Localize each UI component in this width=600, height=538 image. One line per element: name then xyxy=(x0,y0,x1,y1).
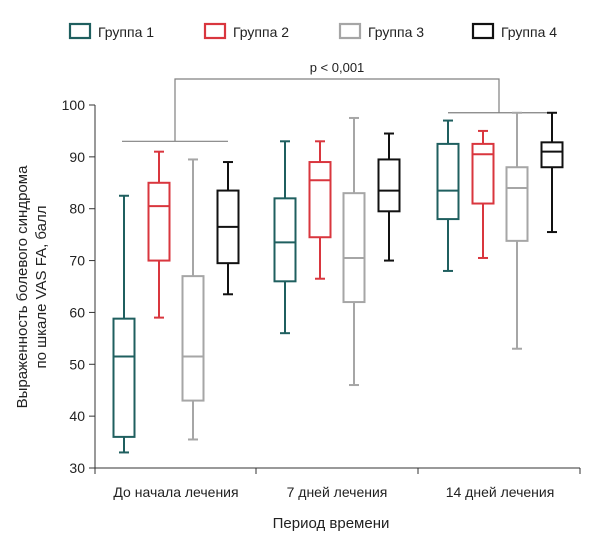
y-tick-label-50: 50 xyxy=(69,356,85,372)
legend-item-2: Группа 2 xyxy=(203,22,289,40)
legend-label: Группа 3 xyxy=(368,24,424,40)
y-tick-label-30: 30 xyxy=(69,460,85,476)
bracket-connector xyxy=(174,78,500,142)
box-body xyxy=(471,142,495,205)
legend-swatch xyxy=(68,22,92,40)
box-2-2 xyxy=(308,140,332,280)
y-tick-label-80: 80 xyxy=(69,201,85,217)
x-tick-label-0: До начала лечения xyxy=(113,484,238,500)
significance-annotation: p < 0,001 xyxy=(122,60,552,142)
y-axis-label-line1: Выраженность болевого синдрома xyxy=(14,165,31,409)
x-tick-label-1: 7 дней лечения xyxy=(287,484,388,500)
box-2-1 xyxy=(147,150,171,319)
box-body xyxy=(436,142,460,221)
legend-swatch xyxy=(338,22,362,40)
y-tick-label-100: 100 xyxy=(62,97,86,113)
box-1-3 xyxy=(436,119,460,272)
legend-label: Группа 1 xyxy=(98,24,154,40)
p-value-label: p < 0,001 xyxy=(310,60,365,75)
y-tick-label-40: 40 xyxy=(69,408,85,424)
legend-item-1: Группа 1 xyxy=(68,22,154,40)
axes: 30 40 50 60 70 80 90 100 До начала лечения 7 дней… xyxy=(62,97,581,500)
y-tick-label-90: 90 xyxy=(69,149,85,165)
box-3-3 xyxy=(505,111,529,350)
legend-swatch xyxy=(471,22,495,40)
box-body xyxy=(273,197,297,283)
legend-item-4: Группа 4 xyxy=(471,22,557,40)
box-4-1 xyxy=(216,161,240,296)
box-body xyxy=(540,141,564,169)
box-body xyxy=(112,317,136,438)
box-3-2 xyxy=(342,116,366,387)
box-body xyxy=(308,161,332,239)
legend-label: Группа 2 xyxy=(233,24,289,40)
box-body xyxy=(181,275,205,402)
box-4-3 xyxy=(540,111,564,234)
box-1-1 xyxy=(112,194,136,454)
y-tick-label-70: 70 xyxy=(69,253,85,269)
box-body xyxy=(505,166,529,242)
box-4-2 xyxy=(377,132,401,262)
box-body xyxy=(342,192,366,304)
box-3-1 xyxy=(181,158,205,441)
y-axis-label-line2: по шкале VAS FA, балл xyxy=(33,205,50,368)
box-2-3 xyxy=(471,129,495,259)
y-tick-label-60: 60 xyxy=(69,304,85,320)
box-1-2 xyxy=(273,140,297,335)
legend-swatch xyxy=(203,22,227,40)
x-axis-label: Период времени xyxy=(273,515,390,532)
box-body xyxy=(147,181,171,262)
legend-label: Группа 4 xyxy=(501,24,557,40)
x-tick-label-2: 14 дней лечения xyxy=(446,484,555,500)
box-series xyxy=(112,111,564,454)
legend-item-3: Группа 3 xyxy=(338,22,424,40)
legend: Группа 1 Группа 2 Группа 3 Группа 4 xyxy=(68,22,557,40)
box-body xyxy=(377,158,401,213)
